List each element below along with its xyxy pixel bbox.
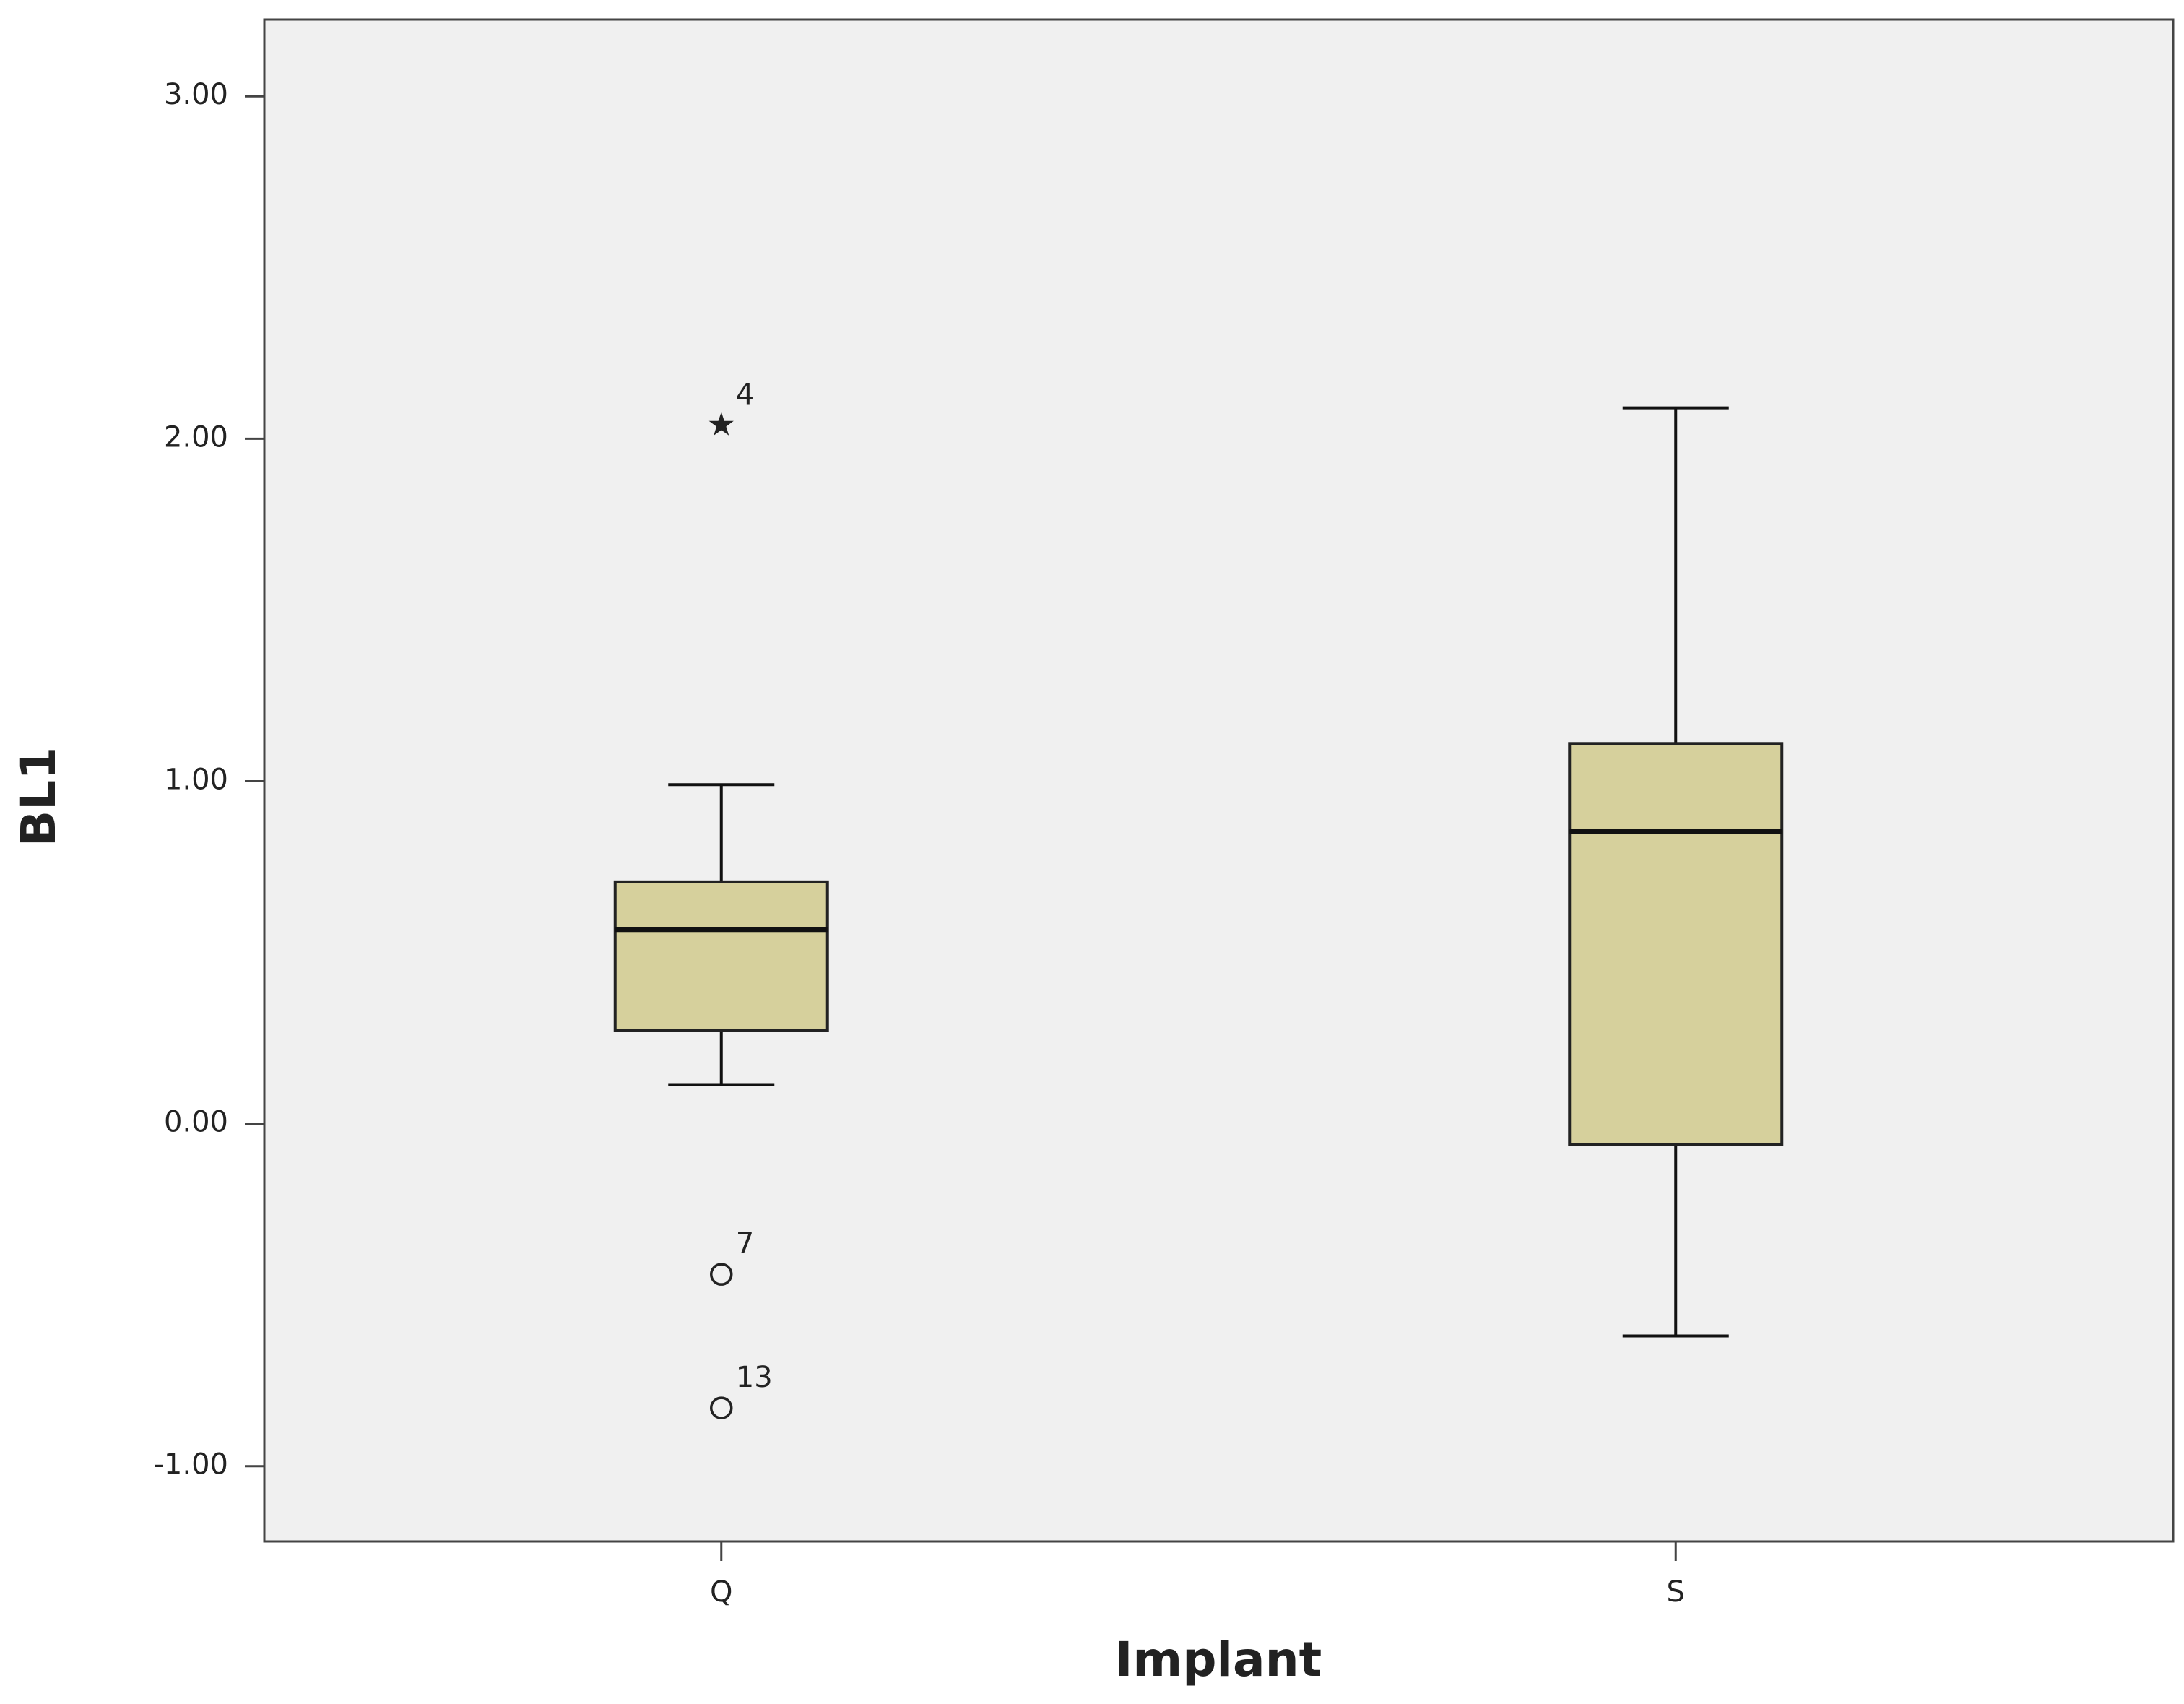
outlier-label: 13	[736, 1361, 773, 1394]
outlier-label: 4	[736, 378, 754, 411]
x-tick-label: S	[1667, 1575, 1685, 1609]
y-tick-label: 1.00	[164, 763, 228, 796]
box	[1568, 742, 1784, 1146]
x-tick-label: Q	[710, 1575, 732, 1609]
y-tick-label: -1.00	[154, 1448, 229, 1482]
y-axis-title: BL1	[11, 747, 66, 847]
outlier-circle	[710, 1263, 733, 1286]
y-tick-label: 0.00	[164, 1106, 228, 1139]
x-axis-title: Implant	[1115, 1632, 1322, 1687]
plot-area	[263, 18, 2175, 1543]
y-tick-label: 2.00	[164, 420, 228, 454]
outlier-label: 7	[736, 1227, 754, 1260]
y-tick-label: 3.00	[164, 78, 228, 111]
outlier-star	[708, 412, 734, 436]
box	[613, 880, 829, 1032]
outlier-circle	[710, 1396, 733, 1419]
